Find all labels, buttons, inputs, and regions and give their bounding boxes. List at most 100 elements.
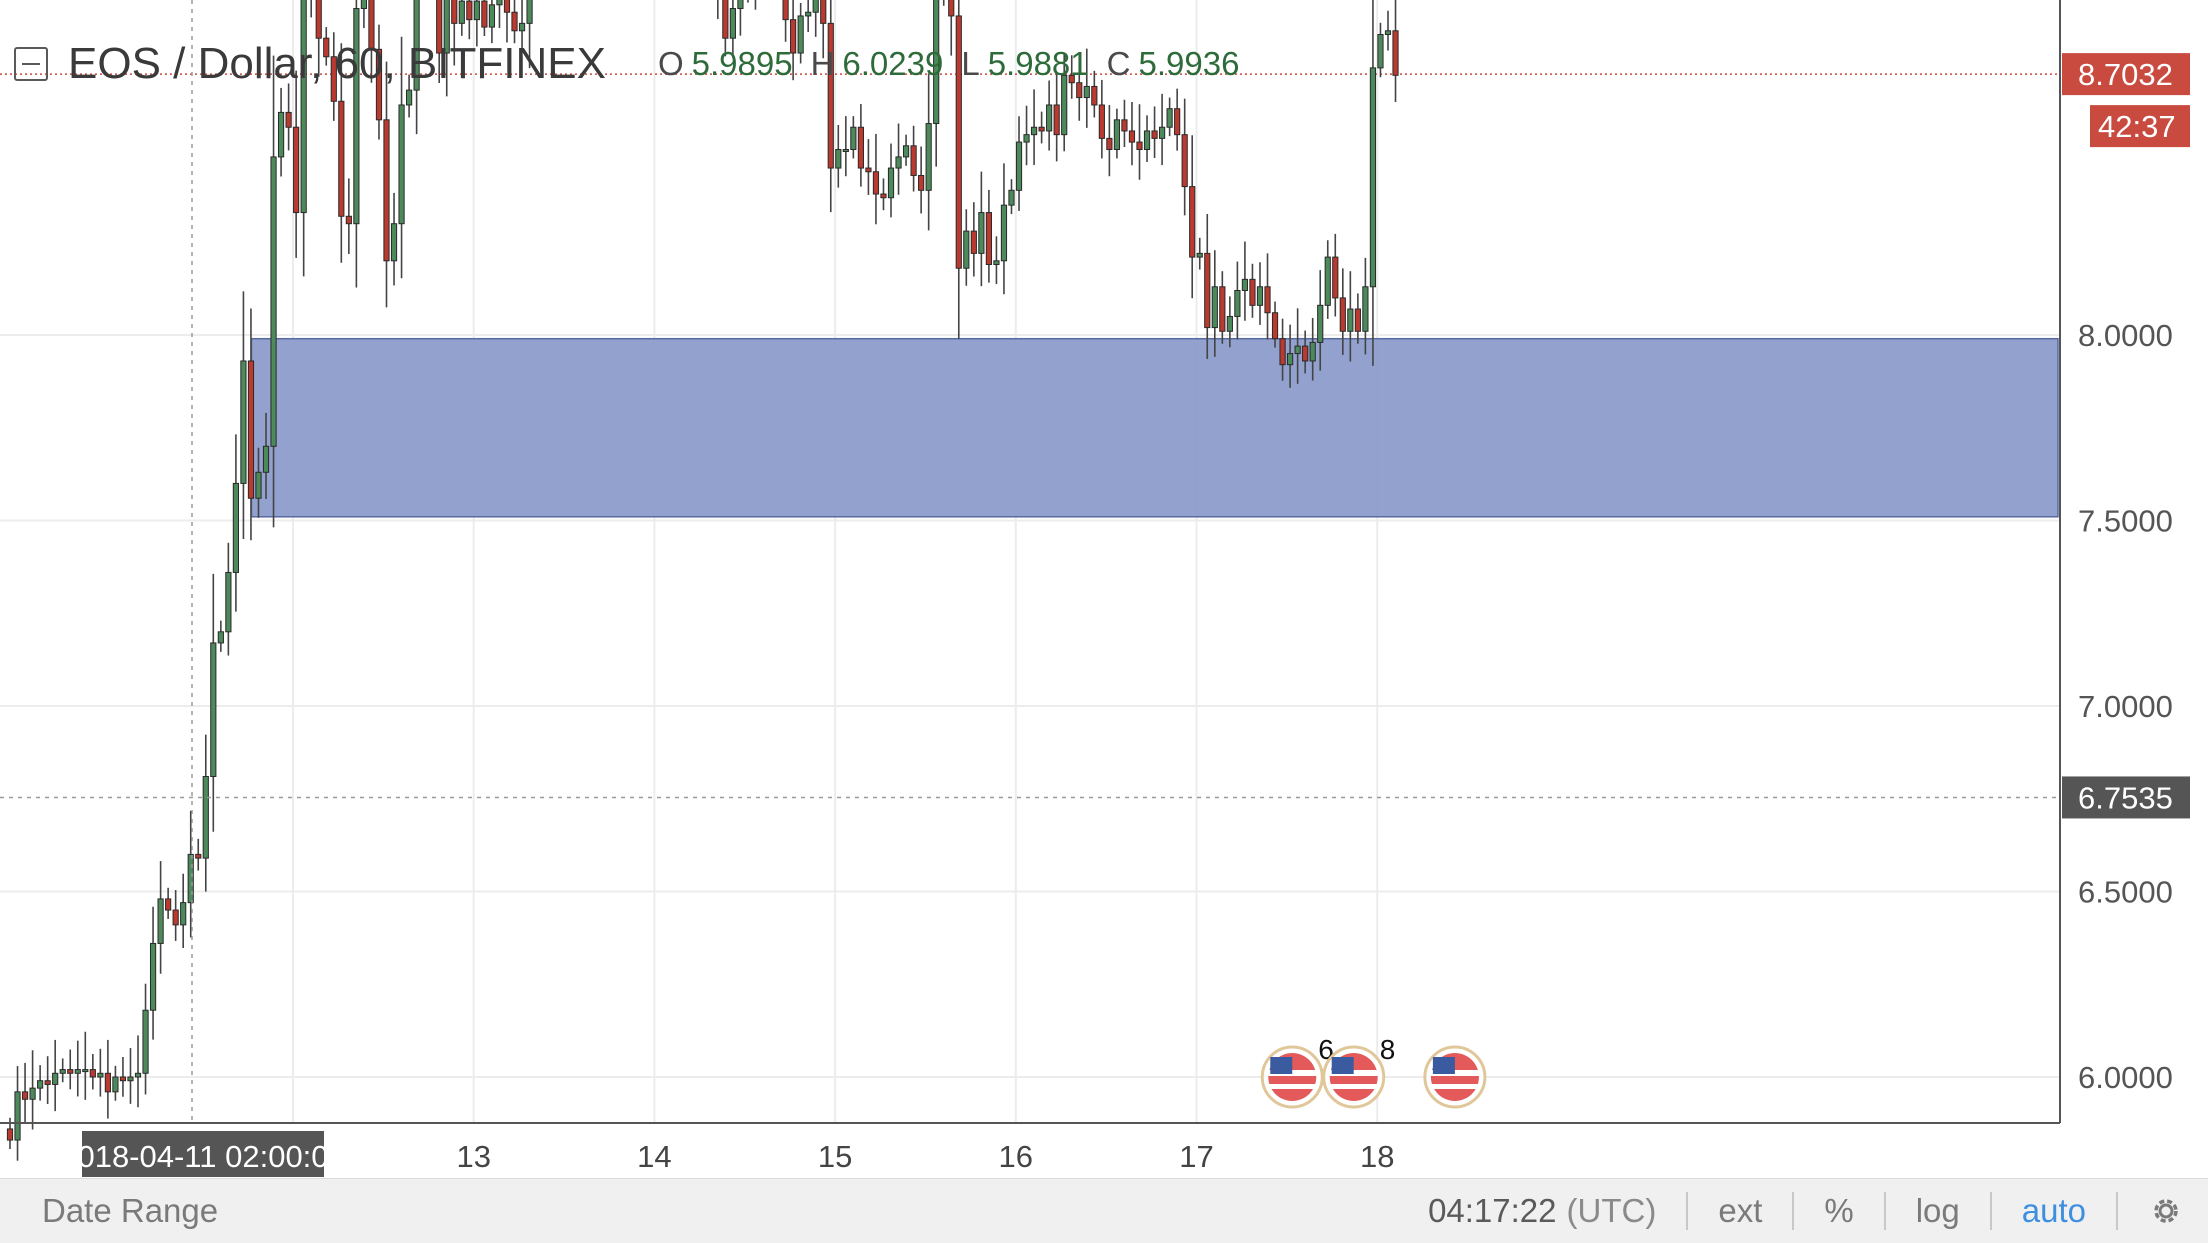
candle-up — [240, 360, 247, 484]
current-price-label: 8.7032 — [2078, 57, 2173, 92]
candle-up — [835, 149, 842, 169]
candle-up — [842, 149, 849, 152]
price-axis[interactable] — [2060, 0, 2208, 1123]
candle-up — [496, 0, 503, 6]
candle-up — [210, 642, 217, 777]
candle-down — [195, 853, 202, 859]
candle-up — [142, 1009, 149, 1074]
candle-up — [812, 0, 819, 13]
candle-up — [1377, 33, 1384, 69]
candle-down — [1219, 286, 1226, 332]
candle-up — [277, 111, 285, 158]
candle-down — [247, 360, 255, 499]
candle-up — [29, 1087, 36, 1100]
candle-up — [443, 0, 450, 54]
event-count: 8 — [1380, 1034, 1396, 1065]
ohlc-low: L 5.9881 — [961, 45, 1089, 82]
candle-down — [1091, 85, 1098, 106]
candle-up — [805, 11, 812, 17]
grid-lines — [0, 0, 2060, 1123]
candle-down — [383, 119, 390, 262]
candle-down — [827, 22, 834, 169]
candle-up — [82, 1069, 89, 1073]
candle-up — [1030, 126, 1038, 136]
candle-up — [850, 126, 857, 150]
chart-footer: Date Range 04:17:22 (UTC) ext % log auto — [0, 1178, 2208, 1243]
candle-up — [1015, 141, 1023, 191]
candle-up — [1211, 286, 1218, 329]
countdown-badge — [2090, 105, 2190, 148]
candle-down — [985, 212, 992, 266]
candle-up — [398, 104, 405, 225]
candle-up — [1317, 304, 1324, 343]
price-axis-labels: 6.00006.50007.00007.50008.00009.49609.02… — [2062, 53, 2190, 1095]
candle-up — [59, 1069, 66, 1074]
candle-up — [1008, 189, 1015, 206]
candle-down — [104, 1072, 111, 1093]
candle-up — [1113, 119, 1121, 150]
candle-down — [857, 126, 864, 169]
candle-down — [1204, 252, 1211, 329]
candle-down — [910, 145, 917, 176]
ohlc-close: C 5.9936 — [1106, 45, 1240, 82]
price-tick-label: 6.5000 — [2078, 875, 2173, 910]
candle-up — [933, 0, 940, 125]
log-toggle[interactable]: log — [1915, 1192, 1960, 1229]
percent-toggle[interactable]: % — [1824, 1192, 1854, 1229]
crosshair-time-badge — [82, 1131, 324, 1177]
candle-down — [165, 898, 172, 911]
candle-down — [1279, 338, 1286, 366]
time-tick-label: 17 — [1179, 1139, 1213, 1174]
candle-up — [1000, 204, 1008, 262]
candle-up — [1083, 85, 1090, 99]
candle-up — [1158, 126, 1166, 139]
price-tick-label: 7.0000 — [2078, 689, 2173, 724]
horizontal-lines — [0, 73, 2060, 75]
candle-up — [300, 0, 307, 214]
candle-up — [902, 145, 910, 158]
candle-down — [368, 0, 375, 50]
crosshair-time-label: 2018-04-11 02:00:00 — [60, 1139, 346, 1174]
support-zone-rect — [250, 337, 2059, 518]
candle-down — [1174, 108, 1181, 136]
collapse-icon[interactable] — [14, 47, 48, 81]
candle-down — [285, 111, 292, 128]
candlestick-chart[interactable]: 68 6.00006.50007.00007.50008.00009.49609… — [0, 0, 2208, 1178]
candle-up — [963, 230, 970, 269]
candle-down — [948, 0, 955, 17]
auto-toggle[interactable]: auto — [2021, 1192, 2086, 1229]
candle-up — [1023, 134, 1030, 143]
candle-up — [729, 8, 736, 39]
crosshair-price-label: 6.7535 — [2078, 780, 2173, 815]
candle-up — [925, 123, 932, 191]
price-tick-label: 7.5000 — [2078, 504, 2173, 539]
candle-up — [255, 471, 262, 499]
divider — [1989, 1192, 1992, 1230]
candles — [6, 0, 1399, 1161]
candle-down — [436, 0, 443, 54]
candle-down — [451, 0, 458, 24]
time-axis-labels: 12131415161718 — [276, 1139, 1395, 1174]
candle-down — [1354, 308, 1361, 332]
candle-up — [737, 0, 744, 10]
candle-up — [1256, 286, 1264, 306]
candle-up — [458, 0, 465, 24]
clock-time[interactable]: 04:17:22 — [1428, 1192, 1557, 1229]
candle-up — [1347, 308, 1354, 332]
ext-toggle[interactable]: ext — [1718, 1192, 1763, 1229]
date-range-button[interactable]: Date Range — [42, 1192, 219, 1229]
candle-up — [895, 156, 902, 169]
timezone-label[interactable]: (UTC) — [1566, 1192, 1657, 1229]
gear-icon[interactable] — [2148, 1193, 2184, 1229]
price-tick-label: 6.0000 — [2078, 1060, 2173, 1095]
candle-down — [1038, 126, 1045, 132]
candle-up — [52, 1072, 59, 1085]
candle-down — [1264, 286, 1271, 314]
candle-up — [797, 15, 804, 54]
candle-up — [225, 571, 232, 633]
crosshair-price-badge — [2062, 776, 2190, 819]
candle-up — [14, 1091, 21, 1141]
candle-up — [1143, 130, 1151, 150]
candle-down — [970, 230, 977, 254]
